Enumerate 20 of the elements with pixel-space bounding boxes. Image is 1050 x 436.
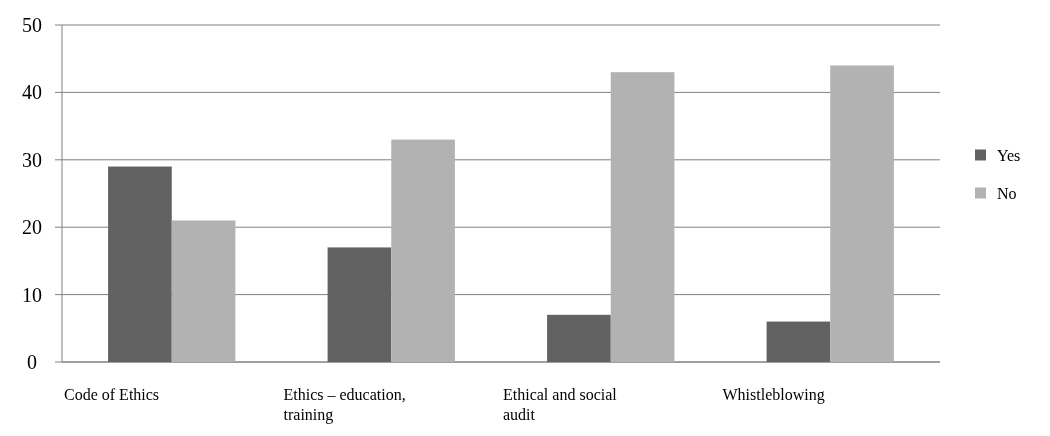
y-tick-label: 20 (22, 216, 42, 239)
x-tick-label: Ethical and social audit (503, 386, 618, 423)
bar (327, 247, 392, 362)
y-tick-label: 30 (22, 148, 42, 171)
x-tick-label: Ethics – education, training (283, 386, 406, 424)
legend-label: No (997, 185, 1017, 203)
y-tick-label: 10 (22, 283, 42, 306)
bar (391, 139, 455, 362)
bar (766, 321, 831, 362)
x-tick-label: Whistleblowing (722, 386, 825, 404)
bar (108, 166, 172, 362)
y-tick-label: 40 (22, 81, 42, 104)
x-tick-label: Code of Ethics (64, 386, 160, 403)
y-tick-label: 50 (22, 14, 42, 36)
legend-label: Yes (997, 147, 1021, 165)
bar (610, 72, 675, 362)
bar (171, 220, 236, 362)
bar (830, 65, 894, 362)
y-tick-label: 0 (27, 351, 37, 373)
bar (547, 314, 611, 362)
